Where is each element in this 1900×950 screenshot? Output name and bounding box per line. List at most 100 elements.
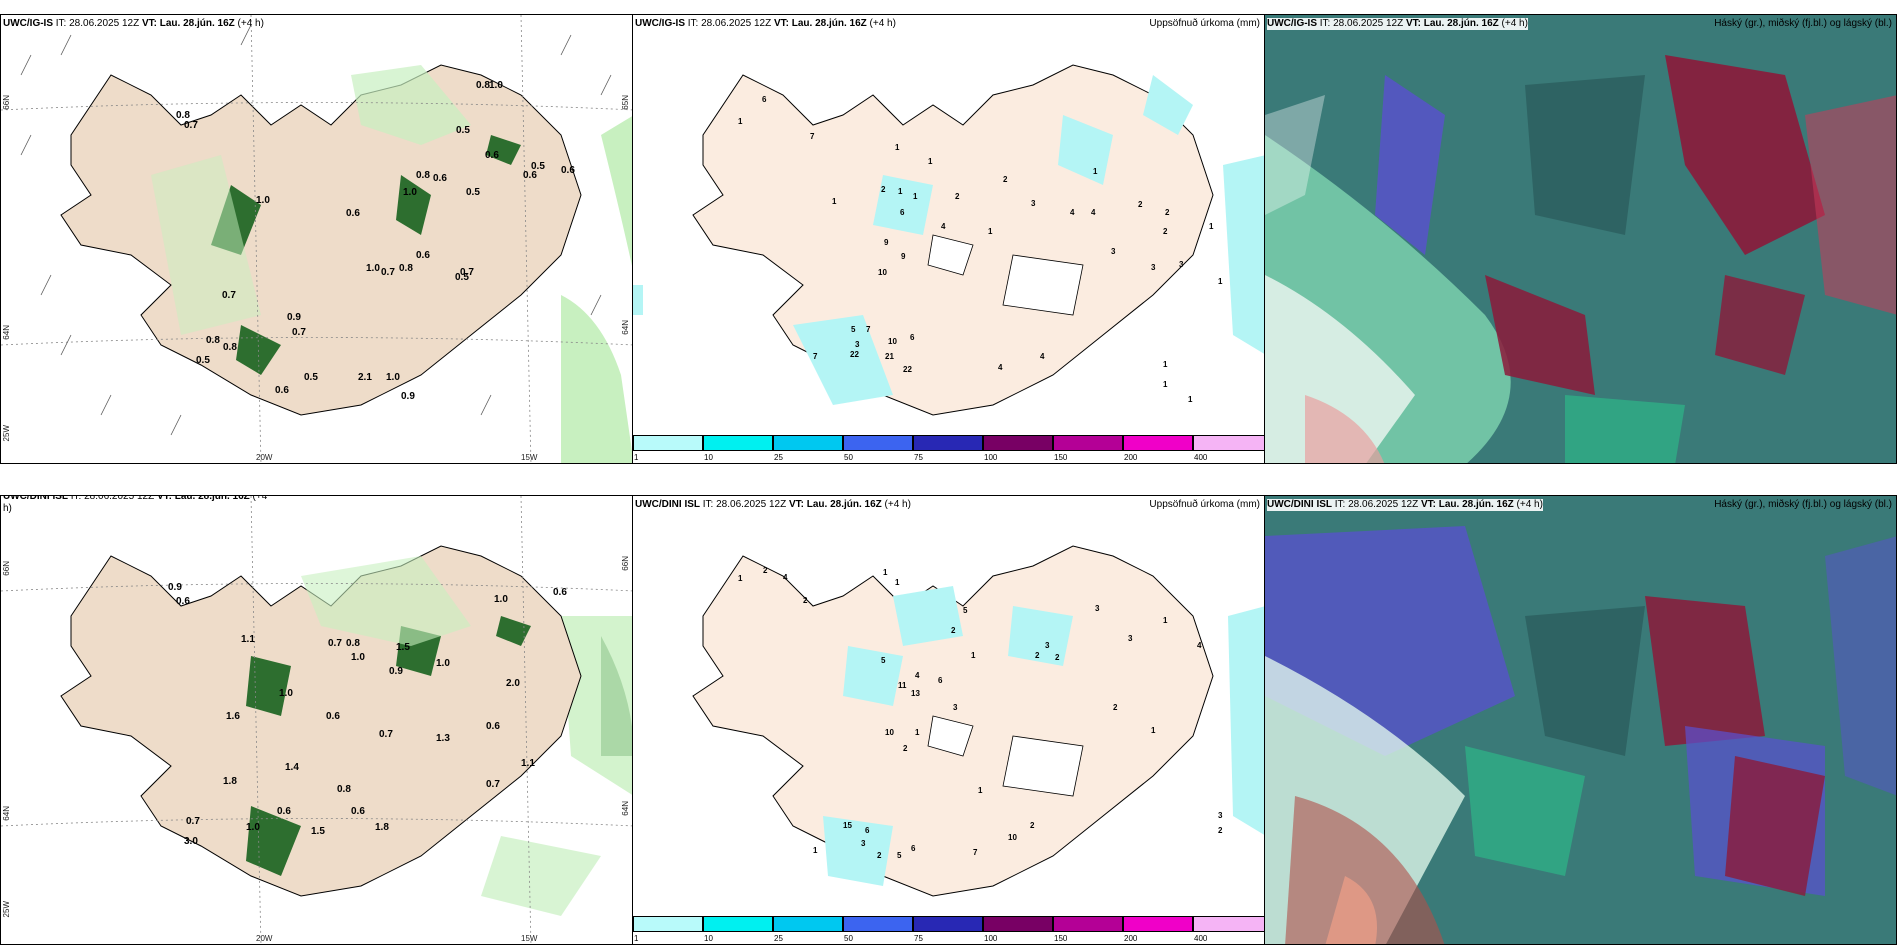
wind-value: 0.7 [381,267,395,278]
colorbar-swatch [1123,916,1193,932]
precip-value: 7 [866,325,871,334]
wind-value: 1.0 [436,658,450,669]
precip-map [633,15,1264,463]
precip-value: 1 [1163,360,1168,369]
precip-value: 1 [913,192,918,201]
colorbar-swatch [633,916,703,932]
wind-value: 0.8 [176,110,190,121]
wind-value: 0.6 [326,711,340,722]
lat-label: 66N [621,556,630,571]
precip-value: 3 [1045,641,1050,650]
precip-value: 10 [878,268,887,277]
iceland-outline [60,545,582,897]
precip-value: 2 [763,566,768,575]
colorbar-swatch [1193,916,1264,932]
panel-header: UWC/DINI ISL IT: 28.06.2025 12Z VT: Lau.… [1267,499,1543,511]
wind-value: 0.6 [275,385,289,396]
wind-value: 1.0 [403,187,417,198]
precip-value: 3 [1179,260,1184,269]
wind-value: 0.7 [292,327,306,338]
precip-value: 1 [1218,277,1223,286]
precip-value: 22 [850,350,859,359]
wind-value: 0.5 [531,161,545,172]
lon-label: 20W [256,934,273,943]
precip-value: 1 [1163,380,1168,389]
precip-value: 1 [1188,395,1193,404]
precip-title: Uppsöfnuð úrkoma (mm) [1149,18,1260,29]
cloud-title: Háský (gr.), miðský (fj.bl.) og lágský (… [1714,499,1892,510]
wind-value: 0.7 [184,120,198,131]
precip-value-labels: 6 1 7 1 1 2 1 1 2 2 6 9 9 4 1 10 1 3 4 3… [633,15,1264,463]
colorbar-swatch [703,435,773,451]
wind-value: 1.0 [256,195,270,206]
wind-value-labels: 0.9 0.6 1.1 0.7 0.8 1.0 1.5 0.9 1.0 1.6 … [1,496,632,944]
precip-value: 2 [881,185,886,194]
lat-label: 64N [2,325,11,340]
precip-panel-top: UWC/IG-IS IT: 28.06.2025 12Z VT: Lau. 28… [632,14,1265,464]
lon-label-left: 25W [2,901,11,918]
precip-value: 7 [813,352,818,361]
colorbar-label: 25 [774,934,783,943]
colorbar-swatch [1193,435,1264,451]
wind-value: 0.7 [186,816,200,827]
precip-value: 9 [901,252,906,261]
wind-value: 0.8 [399,263,413,274]
wind-value: 0.8 [416,170,430,181]
lon-label-left: 25W [2,425,11,442]
precip-value: 7 [810,132,815,141]
lon-label: 15W [521,934,538,943]
precip-value: 2 [951,626,956,635]
wind-value: 0.8 [337,784,351,795]
colorbar-label: 25 [774,453,783,462]
precip-value-labels: 2 1 4 2 1 1 2 5 1 2 3 2 4 11 13 6 5 3 10… [633,496,1264,944]
wind-value: 1.3 [436,733,450,744]
precip-value: 2 [955,192,960,201]
precip-value: 1 [1151,726,1156,735]
precip-value: 6 [910,333,915,342]
wind-value: 0.9 [401,391,415,402]
wind-value: 0.6 [416,250,430,261]
colorbar-swatch [843,435,913,451]
lon-label: 15W [521,453,538,462]
wind-value: 2.1 [358,372,372,383]
wind-value: 1.0 [489,80,503,91]
precip-value: 4 [998,363,1003,372]
precip-value: 2 [1163,227,1168,236]
precip-value: 1 [1209,222,1214,231]
precip-value: 5 [897,851,902,860]
colorbar-label: 150 [1054,453,1068,462]
colorbar-label: 10 [704,934,713,943]
colorbar-label: 200 [1124,453,1138,462]
colorbar-swatch [773,916,843,932]
wind-value: 0.6 [486,721,500,732]
wind-value: 1.0 [386,372,400,383]
precip-value: 11 [898,681,907,690]
colorbar-label: 50 [844,934,853,943]
wind-value: 0.6 [176,596,190,607]
precip-value: 10 [888,337,897,346]
cloud-panel-bottom: UWC/DINI ISL IT: 28.06.2025 12Z VT: Lau.… [1264,495,1897,945]
precip-value: 2 [1165,208,1170,217]
precip-value: 1 [738,117,743,126]
wind-value: 1.0 [246,822,260,833]
lat-label: 65N [621,95,630,110]
precip-title: Uppsöfnuð úrkoma (mm) [1149,499,1260,510]
precip-value: 1 [895,578,900,587]
wind-value: 0.6 [485,150,499,161]
precip-value: 4 [941,222,946,231]
precip-value: 15 [843,821,852,830]
wind-value: 0.6 [346,208,360,219]
precip-value: 3 [953,703,958,712]
precip-value: 1 [895,143,900,152]
wind-value: 0.6 [523,170,537,181]
panel-header: UWC/IG-IS IT: 28.06.2025 12Z VT: Lau. 28… [3,18,264,29]
colorbar-label: 75 [914,453,923,462]
wind-value: 0.8 [206,335,220,346]
wind-value: 1.1 [241,634,255,645]
colorbar-label: 10 [704,453,713,462]
colorbar-swatch [1053,435,1123,451]
wind-value: 0.7 [460,267,474,278]
precip-value: 1 [1163,616,1168,625]
colorbar-label: 1 [634,453,639,462]
cloud-map [1265,496,1896,944]
